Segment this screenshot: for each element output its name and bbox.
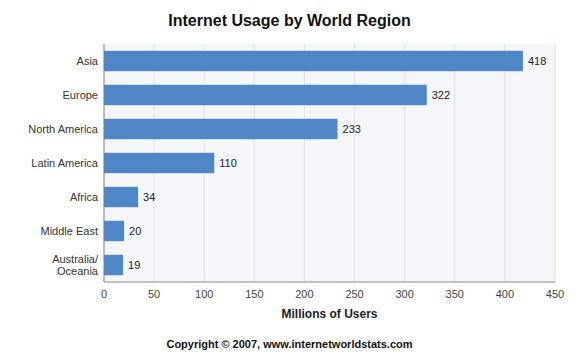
- data-label: 110: [219, 157, 237, 169]
- grid-line: [404, 44, 405, 282]
- category-label: Africa: [70, 191, 99, 203]
- category-label: Europe: [63, 89, 98, 101]
- tick-label: 400: [496, 288, 514, 300]
- tick-label: 300: [395, 288, 413, 300]
- bar: [104, 187, 138, 207]
- category-label: Middle East: [41, 225, 98, 237]
- category-label: Asia: [77, 55, 99, 67]
- tick-label: 350: [446, 288, 464, 300]
- data-label: 233: [343, 123, 361, 135]
- bar: [104, 85, 427, 105]
- data-label: 418: [528, 55, 546, 67]
- category-label: Australia/Oceania: [52, 253, 99, 277]
- grid-line: [304, 44, 305, 282]
- grid-line: [354, 44, 355, 282]
- data-label: 34: [143, 191, 155, 203]
- tick-label: 0: [101, 288, 107, 300]
- bar: [104, 221, 124, 241]
- tick-label: 150: [245, 288, 263, 300]
- bar: [104, 119, 338, 139]
- grid-line: [555, 44, 556, 282]
- data-label: 20: [129, 225, 141, 237]
- chart-container: 0 50 100 150 200 250 300 350 400 450 418 322 233 110 3…: [0, 0, 579, 356]
- tick-label: 50: [148, 288, 160, 300]
- bar: [104, 51, 523, 71]
- bar: [104, 153, 214, 173]
- grid-line: [254, 44, 255, 282]
- grid-line: [504, 44, 505, 282]
- chart-svg: 0 50 100 150 200 250 300 350 400 450 418 322 233 110 3…: [0, 0, 579, 356]
- tick-label: 250: [345, 288, 363, 300]
- chart-title: Internet Usage by World Region: [168, 12, 410, 29]
- annotation: Copyright © 2007, www.internetworldstats…: [166, 338, 412, 350]
- tick-label: 200: [295, 288, 313, 300]
- grid-line: [454, 44, 455, 282]
- tick-label: 450: [546, 288, 564, 300]
- plot-background: [104, 44, 555, 282]
- category-label: North America: [28, 123, 99, 135]
- data-label: 19: [128, 259, 140, 271]
- tick-label: 100: [195, 288, 213, 300]
- category-label: Latin America: [31, 157, 99, 169]
- x-axis-label: Millions of Users: [281, 307, 377, 321]
- bars: [104, 51, 523, 275]
- x-axis-line: [104, 282, 555, 283]
- data-label: 322: [432, 89, 450, 101]
- bar: [104, 255, 123, 275]
